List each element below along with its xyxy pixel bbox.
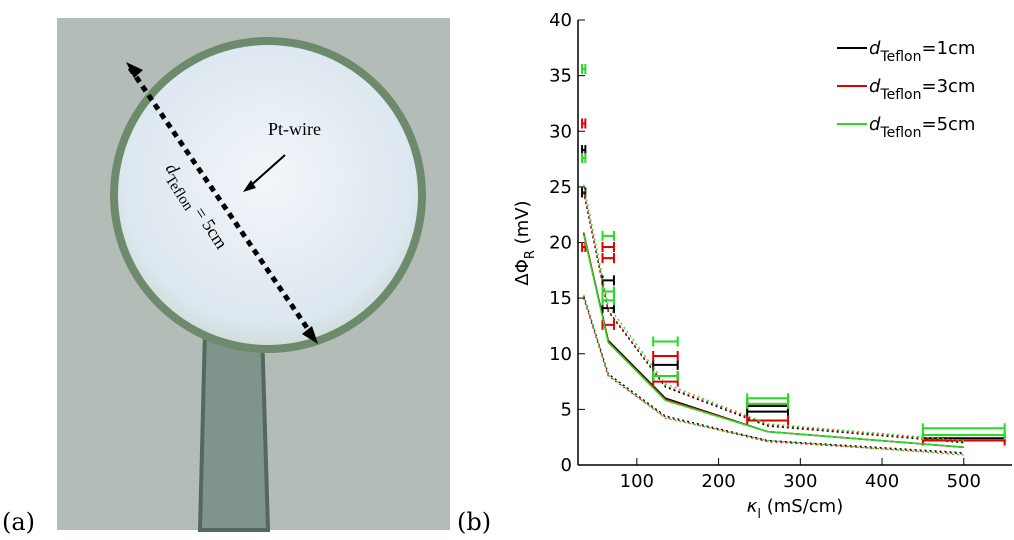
- legend-sub: Teflon: [879, 49, 921, 65]
- legend-entry: dTeflon=3cm: [869, 76, 975, 103]
- legend-text: =3cm: [921, 76, 975, 97]
- error-bar: [581, 152, 587, 163]
- panel-label: (b): [457, 508, 491, 536]
- error-bar: [746, 401, 790, 412]
- y-tick-label: 30: [549, 121, 572, 142]
- y-tick-label: 40: [549, 10, 572, 31]
- x-tick-label: 200: [701, 471, 735, 492]
- x-tick-label: 500: [947, 471, 981, 492]
- error-bar: [746, 415, 790, 426]
- legend-entry: dTeflon=5cm: [869, 114, 975, 141]
- error-bar: [601, 286, 615, 297]
- legend-text: =1cm: [921, 38, 975, 59]
- error-bar: [746, 406, 790, 417]
- y-tick-label: 5: [561, 399, 572, 420]
- y-tick-label: 0: [561, 455, 572, 476]
- x-symbol: κ: [747, 496, 758, 517]
- legend-symbol: d: [869, 114, 881, 135]
- y-tick-label: 35: [549, 66, 572, 87]
- legend-sub: Teflon: [879, 87, 921, 103]
- y-sub: R: [523, 250, 538, 259]
- y-symbol: ΔΦ: [512, 259, 533, 285]
- photo: Pt-wire dTeflon = 5cm: [57, 18, 450, 532]
- error-bar: [652, 359, 679, 370]
- legend-symbol: d: [869, 76, 881, 97]
- wire-label: Pt-wire: [268, 119, 321, 139]
- y-axis-label: ΔΦR (mV): [512, 200, 538, 285]
- error-bar: [581, 241, 587, 252]
- y-tick-label: 15: [549, 288, 572, 309]
- legend-sub: Teflon: [879, 125, 921, 141]
- wire-arrow-head: [243, 180, 256, 192]
- error-bar: [601, 295, 615, 306]
- x-tick-label: 400: [865, 471, 899, 492]
- error-bar: [746, 398, 790, 409]
- bound-line: [583, 184, 964, 442]
- x-axis-label: κl (mS/cm): [747, 496, 843, 522]
- error-bar: [581, 118, 587, 129]
- bound-line: [583, 191, 964, 443]
- y-unit: (mV): [512, 200, 533, 250]
- x-unit: (mS/cm): [761, 496, 843, 517]
- x-sub: l: [757, 507, 761, 522]
- y-tick-label: 10: [549, 344, 572, 365]
- error-bar: [601, 230, 615, 241]
- error-bar: [652, 371, 679, 381]
- model-line: [582, 233, 964, 448]
- error-bar: [581, 63, 587, 74]
- error-bar: [652, 350, 679, 361]
- x-tick-label: 100: [620, 471, 654, 492]
- error-bar: [652, 336, 679, 347]
- error-bar: [601, 253, 615, 264]
- model-line: [582, 234, 964, 448]
- bound-line: [583, 192, 964, 444]
- legend-text: =5cm: [921, 114, 975, 135]
- panel-label: (a): [2, 508, 35, 536]
- y-tick-label: 20: [549, 233, 572, 254]
- y-tick-label: 25: [549, 177, 572, 198]
- stem: [197, 328, 271, 532]
- disc: [118, 45, 418, 345]
- wire-arrow: [247, 154, 286, 189]
- error-bar: [601, 241, 615, 252]
- x-tick-label: 300: [783, 471, 817, 492]
- model-line: [582, 232, 964, 448]
- legend-symbol: d: [869, 38, 881, 59]
- legend-entry: dTeflon=1cm: [869, 38, 975, 65]
- bound-line: [583, 294, 964, 456]
- error-bar: [921, 423, 1006, 434]
- error-bar: [746, 393, 790, 404]
